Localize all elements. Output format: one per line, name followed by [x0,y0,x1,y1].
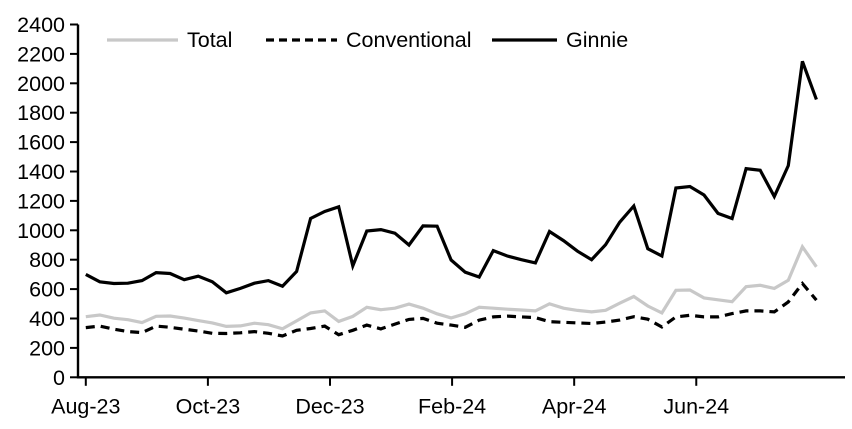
y-tick-label: 1000 [17,219,65,243]
y-tick-label: 2000 [17,72,65,96]
x-tick-label: Apr-24 [542,394,607,418]
series-line-total [85,243,818,331]
x-tick-label: Jun-24 [663,394,729,418]
axes [76,24,845,379]
x-tick-label: Dec-23 [295,394,364,418]
series-line-ginnie [85,60,818,295]
y-tick-label: 600 [29,278,65,302]
y-tick-label: 2200 [17,42,65,66]
y-tick-label: 1200 [17,189,65,213]
y-tick-label: 0 [53,366,65,390]
x-tick-label: Aug-23 [51,394,120,418]
series-line-conventional [85,280,818,338]
x-tick-label: Oct-23 [176,394,241,418]
y-tick-label: 400 [29,307,65,331]
y-tick-label: 1400 [17,160,65,184]
y-tick-label: 800 [29,248,65,272]
x-tick-label: Feb-24 [418,394,486,418]
y-tick-label: 2400 [17,13,65,37]
y-tick-label: 200 [29,336,65,360]
y-tick-label: 1800 [17,101,65,125]
y-tick-label: 1600 [17,131,65,155]
